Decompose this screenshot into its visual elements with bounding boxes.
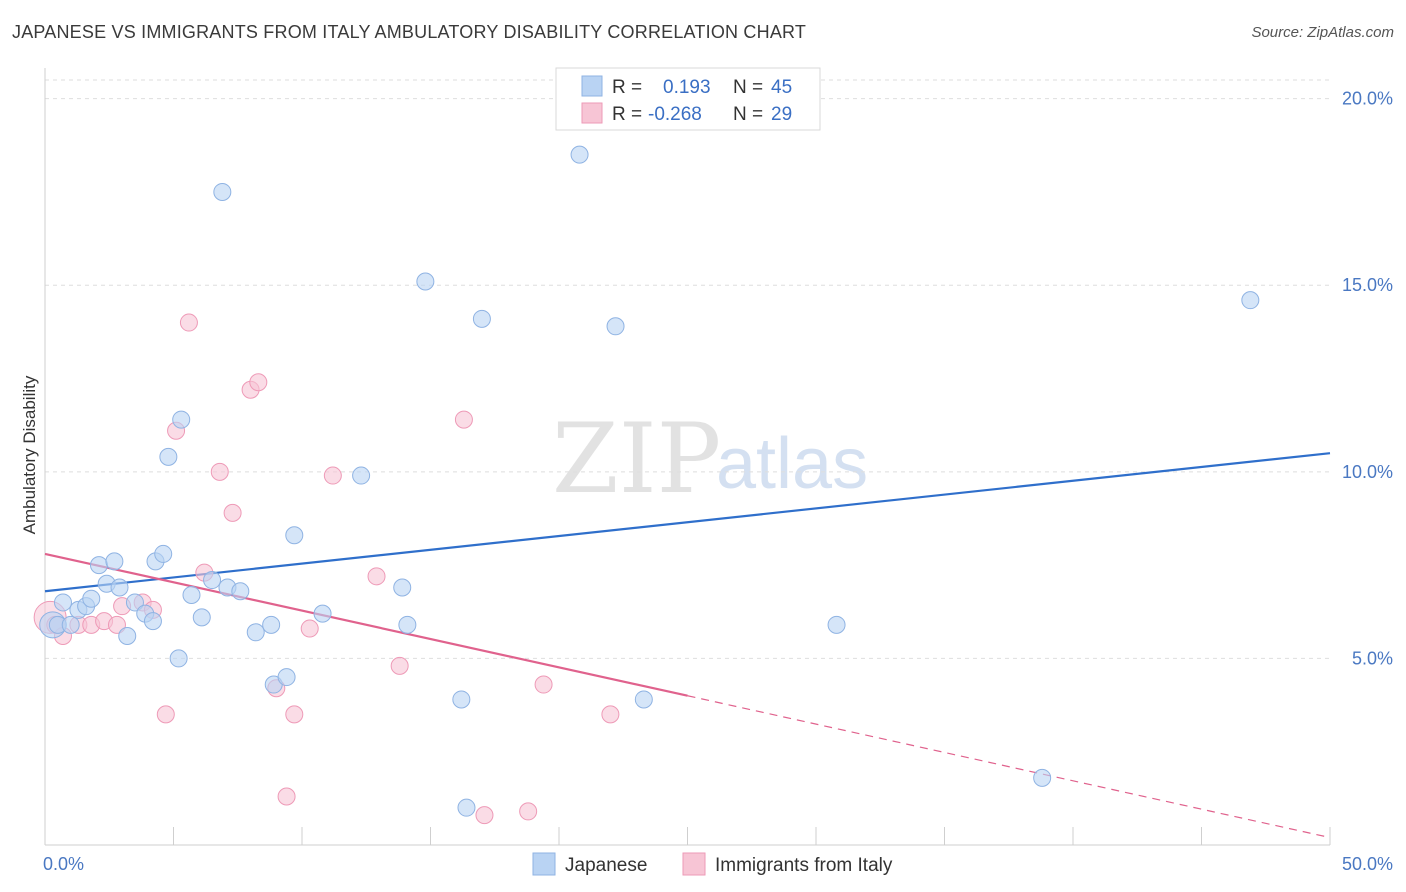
point-japanese	[1033, 768, 1052, 787]
chart-title: JAPANESE VS IMMIGRANTS FROM ITALY AMBULA…	[12, 22, 807, 42]
y-tick-label: 20.0%	[1342, 89, 1393, 109]
point-japanese	[143, 612, 162, 631]
point-japanese	[262, 615, 281, 634]
point-japanese	[105, 552, 124, 571]
point-japanese	[277, 668, 296, 687]
legend-bottom-swatch-italy	[682, 852, 706, 876]
legend-bottom-label-japanese: Japanese	[565, 855, 647, 876]
x-tick-label: 0.0%	[43, 854, 84, 874]
point-italy	[601, 705, 620, 724]
point-italy	[534, 675, 553, 694]
point-japanese	[169, 649, 188, 668]
point-japanese	[827, 615, 846, 634]
point-japanese	[472, 309, 491, 328]
watermark: ZIP atlas	[552, 403, 868, 515]
point-italy	[223, 503, 242, 522]
legend-r-label-italy: R =	[612, 104, 642, 125]
point-italy	[475, 806, 494, 825]
legend-n-label-japanese: N =	[733, 77, 763, 98]
point-italy	[367, 567, 386, 586]
trendline-italy-extension	[687, 695, 1331, 839]
y-tick-label: 10.0%	[1342, 462, 1393, 482]
point-japanese	[570, 145, 589, 164]
grid	[45, 79, 1330, 659]
legend-r-value-italy: -0.268	[648, 104, 702, 125]
point-italy	[390, 656, 409, 675]
trend-lines	[44, 452, 1331, 839]
legend-n-label-italy: N =	[733, 104, 763, 125]
point-italy	[323, 466, 342, 485]
point-japanese	[89, 556, 108, 575]
point-japanese	[285, 526, 304, 545]
point-japanese	[192, 608, 211, 627]
point-japanese	[213, 182, 232, 201]
point-japanese	[457, 798, 476, 817]
legend-bottom-label-italy: Immigrants from Italy	[715, 855, 893, 876]
point-japanese	[313, 604, 332, 623]
point-japanese	[231, 582, 250, 601]
point-japanese	[452, 690, 471, 709]
point-italy	[156, 705, 175, 724]
axes: 5.0% 10.0% 15.0% 20.0% 0.0% 50.0%	[43, 68, 1393, 874]
point-japanese	[416, 272, 435, 291]
point-japanese	[246, 623, 265, 642]
point-italy	[277, 787, 296, 806]
point-italy	[519, 802, 538, 821]
point-italy	[210, 462, 229, 481]
point-japanese	[125, 593, 144, 612]
legend-swatch-japanese	[581, 75, 603, 97]
point-italy	[107, 615, 126, 634]
legend-r-label-japanese: R =	[612, 77, 642, 98]
point-japanese	[393, 578, 412, 597]
point-japanese	[53, 593, 72, 612]
x-tick-label: 50.0%	[1342, 854, 1393, 874]
data-points	[33, 145, 1260, 825]
point-italy	[454, 410, 473, 429]
y-tick-label: 15.0%	[1342, 275, 1393, 295]
source-label: Source: ZipAtlas.com	[1251, 24, 1394, 41]
point-japanese	[634, 690, 653, 709]
point-japanese	[61, 615, 80, 634]
point-japanese	[1241, 291, 1260, 310]
point-italy	[179, 313, 198, 332]
point-japanese	[154, 544, 173, 563]
watermark-atlas: atlas	[716, 424, 868, 504]
trendline-japanese	[44, 452, 1331, 593]
point-japanese	[82, 589, 101, 608]
y-tick-label: 5.0%	[1352, 648, 1393, 668]
point-japanese	[352, 466, 371, 485]
point-japanese	[182, 585, 201, 604]
point-japanese	[118, 627, 137, 646]
point-japanese	[172, 410, 191, 429]
point-japanese	[606, 317, 625, 336]
legend-swatch-italy	[581, 102, 603, 124]
point-japanese	[159, 447, 178, 466]
point-italy	[300, 619, 319, 638]
point-italy	[249, 373, 268, 392]
trendline-italy	[44, 552, 688, 697]
y-axis-label: Ambulatory Disability	[20, 375, 39, 534]
point-japanese	[110, 578, 129, 597]
point-japanese	[203, 571, 222, 590]
watermark-zip: ZIP	[552, 403, 721, 515]
legend-top: R = 0.193 N = 45 R = -0.268 N = 29	[555, 67, 821, 131]
legend-r-value-japanese: 0.193	[663, 77, 711, 98]
legend-bottom-swatch-japanese	[532, 852, 556, 876]
legend-n-value-italy: 29	[771, 104, 792, 125]
point-italy	[285, 705, 304, 724]
point-japanese	[398, 615, 417, 634]
legend-n-value-japanese: 45	[771, 77, 792, 98]
legend-bottom: Japanese Immigrants from Italy	[532, 852, 893, 876]
